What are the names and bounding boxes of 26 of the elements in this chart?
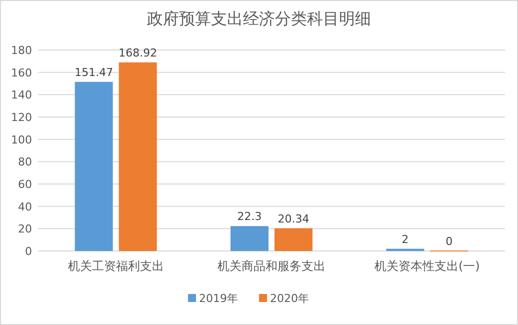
y-tick-label: 100: [11, 133, 32, 146]
y-tick-label: 20: [18, 222, 32, 236]
chart-title: 政府预算支出经济分类科目明细: [147, 9, 371, 28]
legend-label: 2019年: [199, 292, 238, 305]
data-label: 2: [402, 232, 409, 246]
bar: [118, 62, 157, 251]
data-label: 151.47: [74, 66, 114, 79]
y-tick-label: 120: [11, 111, 32, 124]
data-label: 168.92: [118, 46, 158, 60]
bar: [230, 226, 268, 251]
y-tick-label: 140: [11, 88, 32, 102]
bar: [74, 82, 113, 251]
x-tick-label: 机关工资福利支出: [68, 259, 164, 273]
y-tick-label: 0: [25, 245, 32, 258]
data-label: 22.3: [237, 210, 262, 224]
bar: [274, 228, 312, 251]
data-label: 0: [446, 235, 453, 248]
y-tick-label: 180: [11, 44, 32, 57]
x-tick-label: 机关资本性支出(一): [374, 259, 480, 273]
y-tick-label: 40: [18, 200, 32, 214]
y-tick-label: 160: [11, 66, 32, 80]
y-tick-label: 80: [18, 156, 32, 169]
y-tick-label: 60: [18, 178, 32, 191]
x-tick-label: 机关商品和服务支出: [218, 259, 326, 273]
data-label: 20.34: [278, 212, 310, 226]
legend-label: 2020年: [270, 292, 309, 305]
